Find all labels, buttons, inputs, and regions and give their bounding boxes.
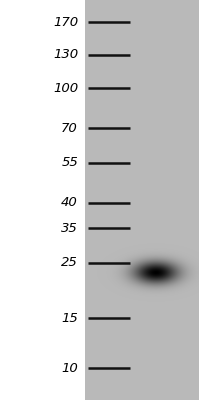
Text: 40: 40 — [61, 196, 78, 210]
Text: 170: 170 — [53, 16, 78, 28]
Text: 10: 10 — [61, 362, 78, 374]
Text: 55: 55 — [61, 156, 78, 170]
Text: 130: 130 — [53, 48, 78, 62]
Text: 25: 25 — [61, 256, 78, 270]
Text: 15: 15 — [61, 312, 78, 324]
Text: 100: 100 — [53, 82, 78, 94]
Text: 35: 35 — [61, 222, 78, 234]
Text: 70: 70 — [61, 122, 78, 134]
